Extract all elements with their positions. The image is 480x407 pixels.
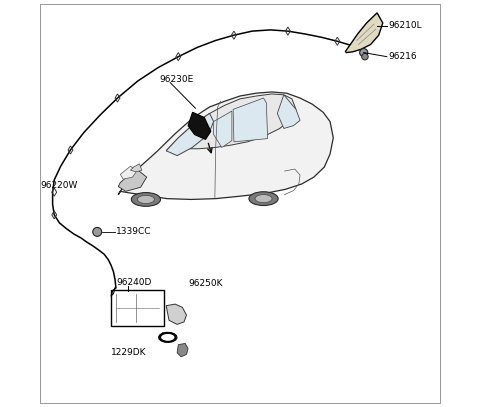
Polygon shape [188,112,211,140]
Text: 1229DK: 1229DK [111,348,146,357]
Polygon shape [233,98,267,142]
FancyBboxPatch shape [111,290,164,326]
Polygon shape [346,13,383,53]
Polygon shape [118,169,147,191]
Circle shape [93,228,102,236]
Polygon shape [277,95,300,129]
Polygon shape [166,114,214,155]
Text: 1339CC: 1339CC [116,228,152,236]
Text: 96240D: 96240D [116,278,152,287]
Text: 96250K: 96250K [188,279,223,288]
Polygon shape [166,94,296,151]
Text: 96230E: 96230E [160,75,194,84]
Text: 96220W: 96220W [40,181,78,190]
Polygon shape [118,92,333,199]
Ellipse shape [137,195,155,204]
Ellipse shape [255,195,272,203]
Circle shape [362,53,368,60]
Polygon shape [131,164,142,172]
Polygon shape [177,344,188,357]
Circle shape [360,48,368,57]
Text: 96210L: 96210L [388,21,421,31]
Polygon shape [214,111,232,147]
Ellipse shape [249,192,278,206]
Polygon shape [166,304,186,324]
Polygon shape [120,166,137,179]
Text: 96216: 96216 [388,52,417,61]
Ellipse shape [132,193,160,206]
